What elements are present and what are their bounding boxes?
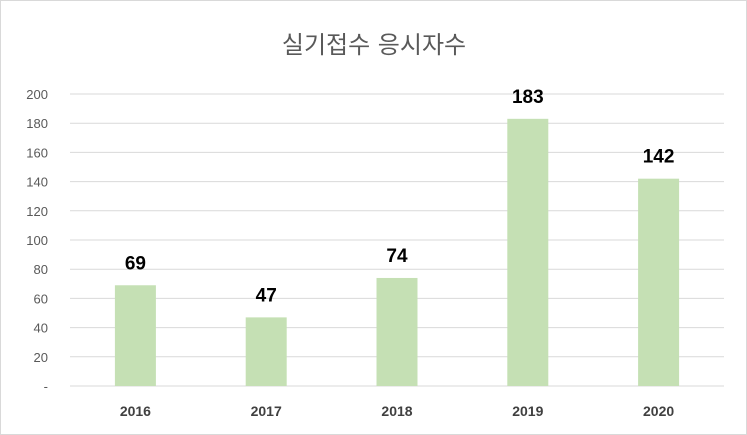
bar [245,317,287,386]
bar [114,285,156,386]
data-labels: 69 47 74 183 142 [125,87,675,307]
y-axis-ticks: - 20 40 60 80 100 120 140 160 180 200 [26,87,48,394]
x-axis-ticks: 2016 2017 2018 2019 2020 [120,403,675,419]
y-tick-label: 140 [26,175,48,190]
y-tick-label: 60 [34,291,48,306]
bar [376,277,418,386]
data-label: 142 [643,147,675,168]
gridlines [70,93,724,387]
bar [638,178,680,386]
x-tick-label: 2016 [120,403,151,419]
data-label: 74 [386,246,408,267]
y-tick-label: 180 [26,116,48,131]
x-tick-label: 2018 [381,403,412,419]
chart-title: 실기접수 응시자수 [282,31,466,59]
x-tick-label: 2017 [251,403,282,419]
y-tick-label: 100 [26,233,48,248]
data-label: 183 [512,87,544,108]
y-tick-label: - [44,379,48,394]
y-tick-label: 40 [34,321,48,336]
y-tick-label: 200 [26,87,48,102]
data-label: 69 [125,253,146,274]
bar [507,118,549,386]
y-tick-label: 160 [26,145,48,160]
x-tick-label: 2020 [643,403,674,419]
y-tick-label: 80 [34,262,48,277]
x-tick-label: 2019 [512,403,543,419]
y-tick-label: 20 [34,350,48,365]
data-label: 47 [256,285,277,306]
y-tick-label: 120 [26,204,48,219]
bars [114,118,680,386]
